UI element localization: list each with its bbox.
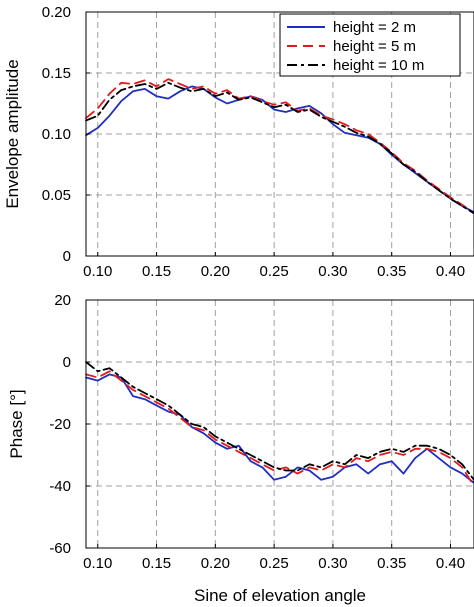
legend-label-5m: height = 5 m — [333, 38, 416, 55]
series-line-height-5-m — [85, 78, 474, 215]
legend: height = 2 m height = 5 m height = 10 m — [279, 13, 461, 77]
y-axis-label-top: Envelope amplitude — [3, 59, 22, 208]
x-tick-label: 0.10 — [83, 555, 112, 572]
series-lines-bottom — [85, 361, 474, 487]
series-line-height-2-m — [85, 85, 474, 214]
x-tick-label: 0.30 — [318, 263, 347, 280]
grid-bottom — [86, 300, 474, 548]
phase-plot: 0.10 0.15 0.20 0.25 0.30 0.35 0.40 -60 -40 -20 0 20… — [7, 292, 474, 605]
x-tick-label: 0.10 — [83, 263, 112, 280]
x-tick-label: 0.40 — [436, 263, 465, 280]
x-tick-label: 0.35 — [377, 555, 406, 572]
y-tick-label: 0.10 — [42, 126, 71, 143]
y-tick-label: 0.15 — [42, 65, 71, 82]
y-tick-label: 0.05 — [42, 187, 71, 204]
ticks-bottom — [86, 299, 451, 549]
y-tick-label: -40 — [49, 478, 71, 495]
x-tick-label: 0.15 — [142, 555, 171, 572]
x-tick-label: 0.20 — [201, 555, 230, 572]
y-tick-label: 0 — [63, 354, 71, 371]
x-tick-label: 0.40 — [436, 555, 465, 572]
x-axis-label: Sine of elevation angle — [194, 586, 366, 605]
amplitude-plot: 0.10 0.15 0.20 0.25 0.30 0.35 0.40 0 0.05 0.10 0.1… — [3, 4, 474, 280]
tick-labels-top: 0.10 0.15 0.20 0.25 0.30 0.35 0.40 0 0.05 0.10 0.1… — [42, 4, 465, 280]
x-tick-label: 0.35 — [377, 263, 406, 280]
x-tick-label: 0.30 — [318, 555, 347, 572]
tick-labels-bottom: 0.10 0.15 0.20 0.25 0.30 0.35 0.40 -60 -40 -20 0 20 — [49, 292, 465, 572]
legend-label-2m: height = 2 m — [333, 19, 416, 36]
series-line-height-10-m — [85, 361, 474, 481]
ticks-top — [86, 11, 451, 257]
y-tick-label: 20 — [54, 292, 71, 309]
series-line-height-10-m — [85, 81, 474, 215]
x-tick-label: 0.25 — [260, 555, 289, 572]
x-tick-label: 0.20 — [201, 263, 230, 280]
series-line-height-2-m — [85, 373, 474, 484]
y-tick-label: 0.20 — [42, 4, 71, 21]
y-axis-label-bottom: Phase [°] — [7, 389, 26, 458]
y-tick-label: -20 — [49, 416, 71, 433]
legend-label-10m: height = 10 m — [333, 57, 424, 74]
y-tick-label: -60 — [49, 540, 71, 557]
y-tick-label: 0 — [63, 248, 71, 265]
x-tick-label: 0.15 — [142, 263, 171, 280]
x-tick-label: 0.25 — [260, 263, 289, 280]
series-lines-top — [85, 78, 474, 215]
